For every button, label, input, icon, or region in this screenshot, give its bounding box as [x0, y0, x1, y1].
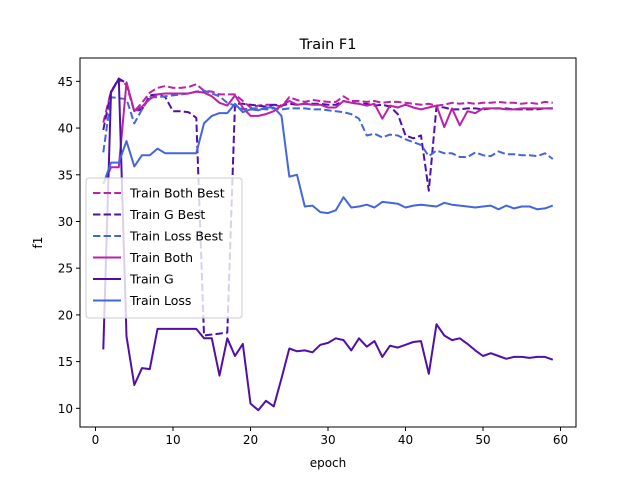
- y-axis: 10 15 20 25 30 35 40 45: [58, 75, 80, 416]
- y-tick-label: 35: [58, 168, 73, 182]
- legend-entry-label: Train G Best: [129, 207, 205, 222]
- series-line-train-g-best: [102, 77, 553, 337]
- legend-entry-label: Train Both: [129, 250, 193, 265]
- x-tick-label: 0: [92, 433, 100, 447]
- x-axis-label: epoch: [310, 456, 347, 470]
- y-tick-label: 30: [58, 215, 73, 229]
- chart-title: Train F1: [299, 37, 357, 53]
- y-axis-label: f1: [31, 237, 45, 249]
- legend-entry-label: Train Both Best: [129, 186, 225, 201]
- series-line-train-loss-best: [102, 89, 554, 160]
- y-tick-label: 45: [58, 75, 73, 89]
- legend-entry-label: Train G: [129, 272, 174, 287]
- y-tick-label: 25: [58, 262, 73, 276]
- y-tick-label: 10: [58, 402, 73, 416]
- legend-entry-label: Train Loss: [129, 293, 191, 308]
- legend-entry-label: Train Loss Best: [129, 229, 223, 244]
- series-line-train-both: [102, 81, 553, 185]
- legend-box: [85, 177, 243, 319]
- x-tick-label: 40: [398, 433, 413, 447]
- y-tick-label: 15: [58, 355, 73, 369]
- legend: Train Both Best Train G Best Train Loss Be…: [85, 177, 243, 319]
- series-layer: [102, 77, 554, 412]
- y-tick-label: 20: [58, 308, 73, 322]
- series-line-train-g: [102, 77, 554, 412]
- x-tick-label: 10: [165, 433, 180, 447]
- x-axis: 0 10 20 30 40 50 60: [92, 427, 568, 447]
- x-tick-label: 20: [243, 433, 258, 447]
- y-tick-label: 40: [58, 122, 73, 136]
- series-line-train-both-best: [102, 78, 553, 123]
- x-tick-label: 60: [553, 433, 568, 447]
- x-tick-label: 30: [320, 433, 335, 447]
- x-tick-label: 50: [475, 433, 490, 447]
- series-line-train-loss: [102, 102, 554, 215]
